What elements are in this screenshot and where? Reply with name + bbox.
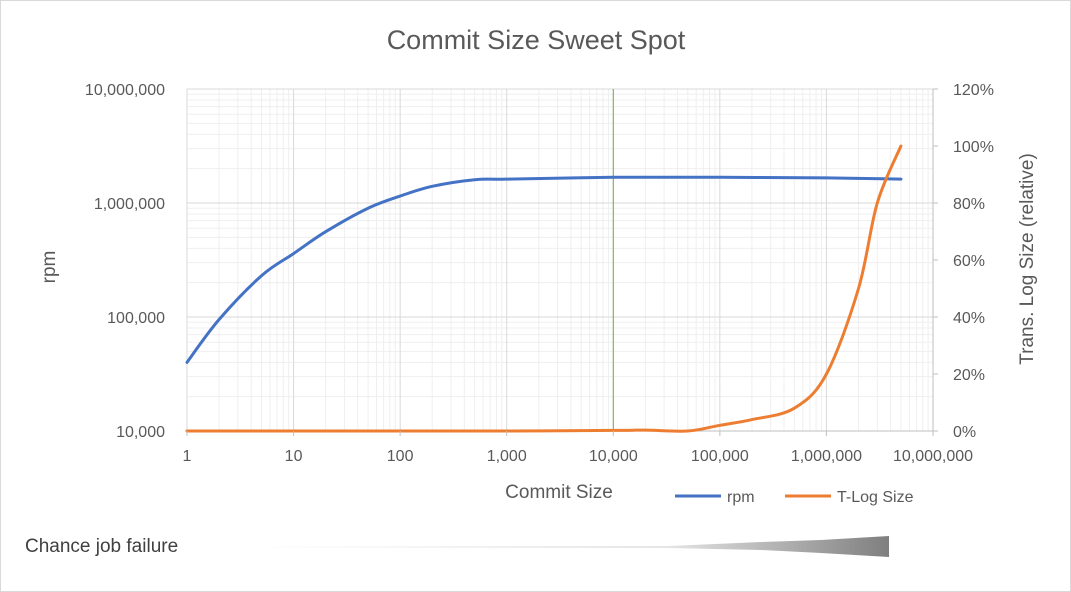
legend: rpm T-Log Size xyxy=(675,489,914,506)
chart-title: Commit Size Sweet Spot xyxy=(387,25,686,55)
series-line-rpm xyxy=(185,175,903,364)
y2-tick-label: 0% xyxy=(953,424,976,441)
x-tick-label: 10,000 xyxy=(589,448,638,465)
series-layer xyxy=(185,144,903,433)
y2-tick-label: 20% xyxy=(953,367,985,384)
y-tick-label: 1,000,000 xyxy=(94,196,165,213)
x-tick-label: 10 xyxy=(285,448,303,465)
y2-tick-label: 80% xyxy=(953,196,985,213)
legend-label-rpm: rpm xyxy=(727,489,755,506)
failure-label: Chance job failure xyxy=(25,536,178,557)
y2-tick-label: 120% xyxy=(953,82,994,99)
y2-tick-label: 100% xyxy=(953,139,994,156)
y-axis-title: rpm xyxy=(39,251,60,284)
x-tick-label: 10,000,000 xyxy=(893,448,973,465)
minor-gridlines xyxy=(187,89,933,431)
y2-tick-label: 60% xyxy=(953,253,985,270)
y-tick-label: 100,000 xyxy=(107,310,165,327)
legend-label-tlog: T-Log Size xyxy=(837,489,914,506)
y2-axis-title: Trans. Log Size (relative) xyxy=(1017,153,1038,365)
y2-axis-ticks: 0% 20% 40% 60% 80% 100% 120% xyxy=(933,82,994,441)
x-tick-label: 1 xyxy=(183,448,192,465)
x-tick-label: 1,000,000 xyxy=(791,448,862,465)
x-tick-label: 1,000 xyxy=(487,448,527,465)
y-tick-label: 10,000 xyxy=(116,424,165,441)
y2-tick-label: 40% xyxy=(953,310,985,327)
series-line-tlog xyxy=(185,144,903,433)
y-axis-ticks: 10,000 100,000 1,000,000 10,000,000 xyxy=(85,82,165,441)
x-tick-label: 100 xyxy=(387,448,414,465)
failure-chance-wedge xyxy=(249,536,889,557)
x-tick-label: 100,000 xyxy=(691,448,749,465)
x-axis-title: Commit Size xyxy=(505,482,613,503)
y-tick-label: 10,000,000 xyxy=(85,82,165,99)
x-axis-ticks: 1 10 100 1,000 10,000 100,000 1,000,000 10,000,… xyxy=(183,431,973,465)
